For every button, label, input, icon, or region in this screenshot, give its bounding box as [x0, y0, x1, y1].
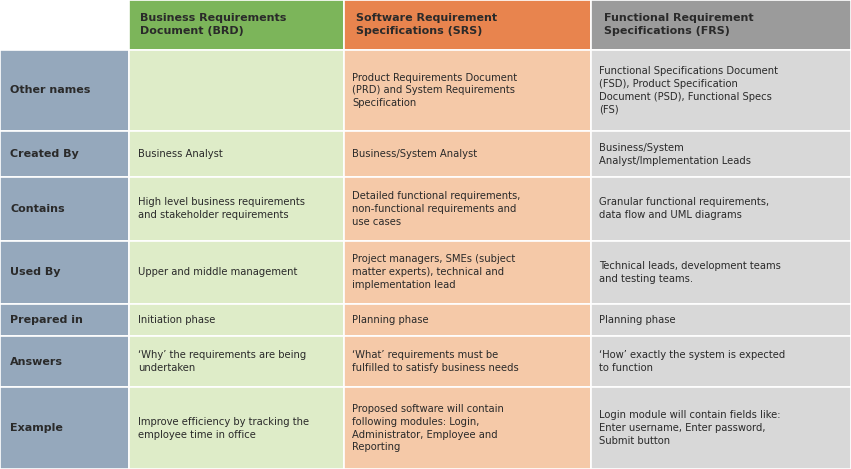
Text: ‘How’ exactly the system is expected
to function: ‘How’ exactly the system is expected to …: [599, 350, 785, 373]
Bar: [129, 304, 344, 336]
Bar: [344, 0, 591, 50]
Bar: [591, 50, 851, 131]
Bar: [591, 241, 851, 304]
Text: High level business requirements
and stakeholder requirements: High level business requirements and sta…: [138, 197, 305, 220]
Bar: [0, 131, 129, 177]
Bar: [0, 304, 129, 336]
Bar: [129, 50, 344, 131]
Text: Granular functional requirements,
data flow and UML diagrams: Granular functional requirements, data f…: [599, 197, 769, 220]
Bar: [344, 387, 591, 469]
Text: Functional Requirement
Specifications (FRS): Functional Requirement Specifications (F…: [603, 13, 753, 37]
Text: Other names: Other names: [10, 85, 91, 96]
Text: Improve efficiency by tracking the
employee time in office: Improve efficiency by tracking the emplo…: [138, 417, 309, 439]
Text: Planning phase: Planning phase: [599, 315, 676, 325]
Bar: [344, 131, 591, 177]
Text: Upper and middle management: Upper and middle management: [138, 267, 297, 277]
Text: Functional Specifications Document
(FSD), Product Specification
Document (PSD), : Functional Specifications Document (FSD)…: [599, 66, 778, 115]
Text: Used By: Used By: [10, 267, 61, 277]
Bar: [344, 304, 591, 336]
Bar: [129, 0, 344, 50]
Bar: [591, 387, 851, 469]
Bar: [591, 336, 851, 387]
Bar: [129, 241, 344, 304]
Bar: [591, 131, 851, 177]
Text: Product Requirements Document
(PRD) and System Requirements
Specification: Product Requirements Document (PRD) and …: [352, 73, 517, 108]
Bar: [0, 0, 129, 50]
Text: Created By: Created By: [10, 149, 79, 159]
Bar: [129, 131, 344, 177]
Bar: [344, 177, 591, 241]
Text: ‘Why’ the requirements are being
undertaken: ‘Why’ the requirements are being underta…: [138, 350, 306, 373]
Bar: [344, 336, 591, 387]
Bar: [591, 304, 851, 336]
Bar: [344, 50, 591, 131]
Bar: [129, 177, 344, 241]
Text: Example: Example: [10, 423, 63, 433]
Bar: [0, 50, 129, 131]
Bar: [0, 336, 129, 387]
Bar: [344, 241, 591, 304]
Bar: [591, 177, 851, 241]
Text: Technical leads, development teams
and testing teams.: Technical leads, development teams and t…: [599, 261, 781, 284]
Bar: [129, 336, 344, 387]
Text: Detailed functional requirements,
non-functional requirements and
use cases: Detailed functional requirements, non-fu…: [352, 191, 521, 227]
Bar: [129, 387, 344, 469]
Text: Answers: Answers: [10, 357, 63, 367]
Text: ‘What’ requirements must be
fulfilled to satisfy business needs: ‘What’ requirements must be fulfilled to…: [352, 350, 519, 373]
Text: Login module will contain fields like:
Enter username, Enter password,
Submit bu: Login module will contain fields like: E…: [599, 410, 780, 446]
Text: Project managers, SMEs (subject
matter experts), technical and
implementation le: Project managers, SMEs (subject matter e…: [352, 255, 516, 290]
Text: Contains: Contains: [10, 204, 65, 214]
Text: Business Analyst: Business Analyst: [138, 149, 223, 159]
Text: Business/System Analyst: Business/System Analyst: [352, 149, 477, 159]
Text: Business/System
Analyst/Implementation Leads: Business/System Analyst/Implementation L…: [599, 143, 751, 166]
Bar: [0, 177, 129, 241]
Bar: [591, 0, 851, 50]
Text: Planning phase: Planning phase: [352, 315, 429, 325]
Text: Software Requirement
Specifications (SRS): Software Requirement Specifications (SRS…: [356, 13, 497, 37]
Text: Prepared in: Prepared in: [10, 315, 83, 325]
Text: Initiation phase: Initiation phase: [138, 315, 215, 325]
Bar: [0, 241, 129, 304]
Text: Proposed software will contain
following modules: Login,
Administrator, Employee: Proposed software will contain following…: [352, 404, 504, 453]
Bar: [0, 387, 129, 469]
Text: Business Requirements
Document (BRD): Business Requirements Document (BRD): [140, 13, 287, 37]
